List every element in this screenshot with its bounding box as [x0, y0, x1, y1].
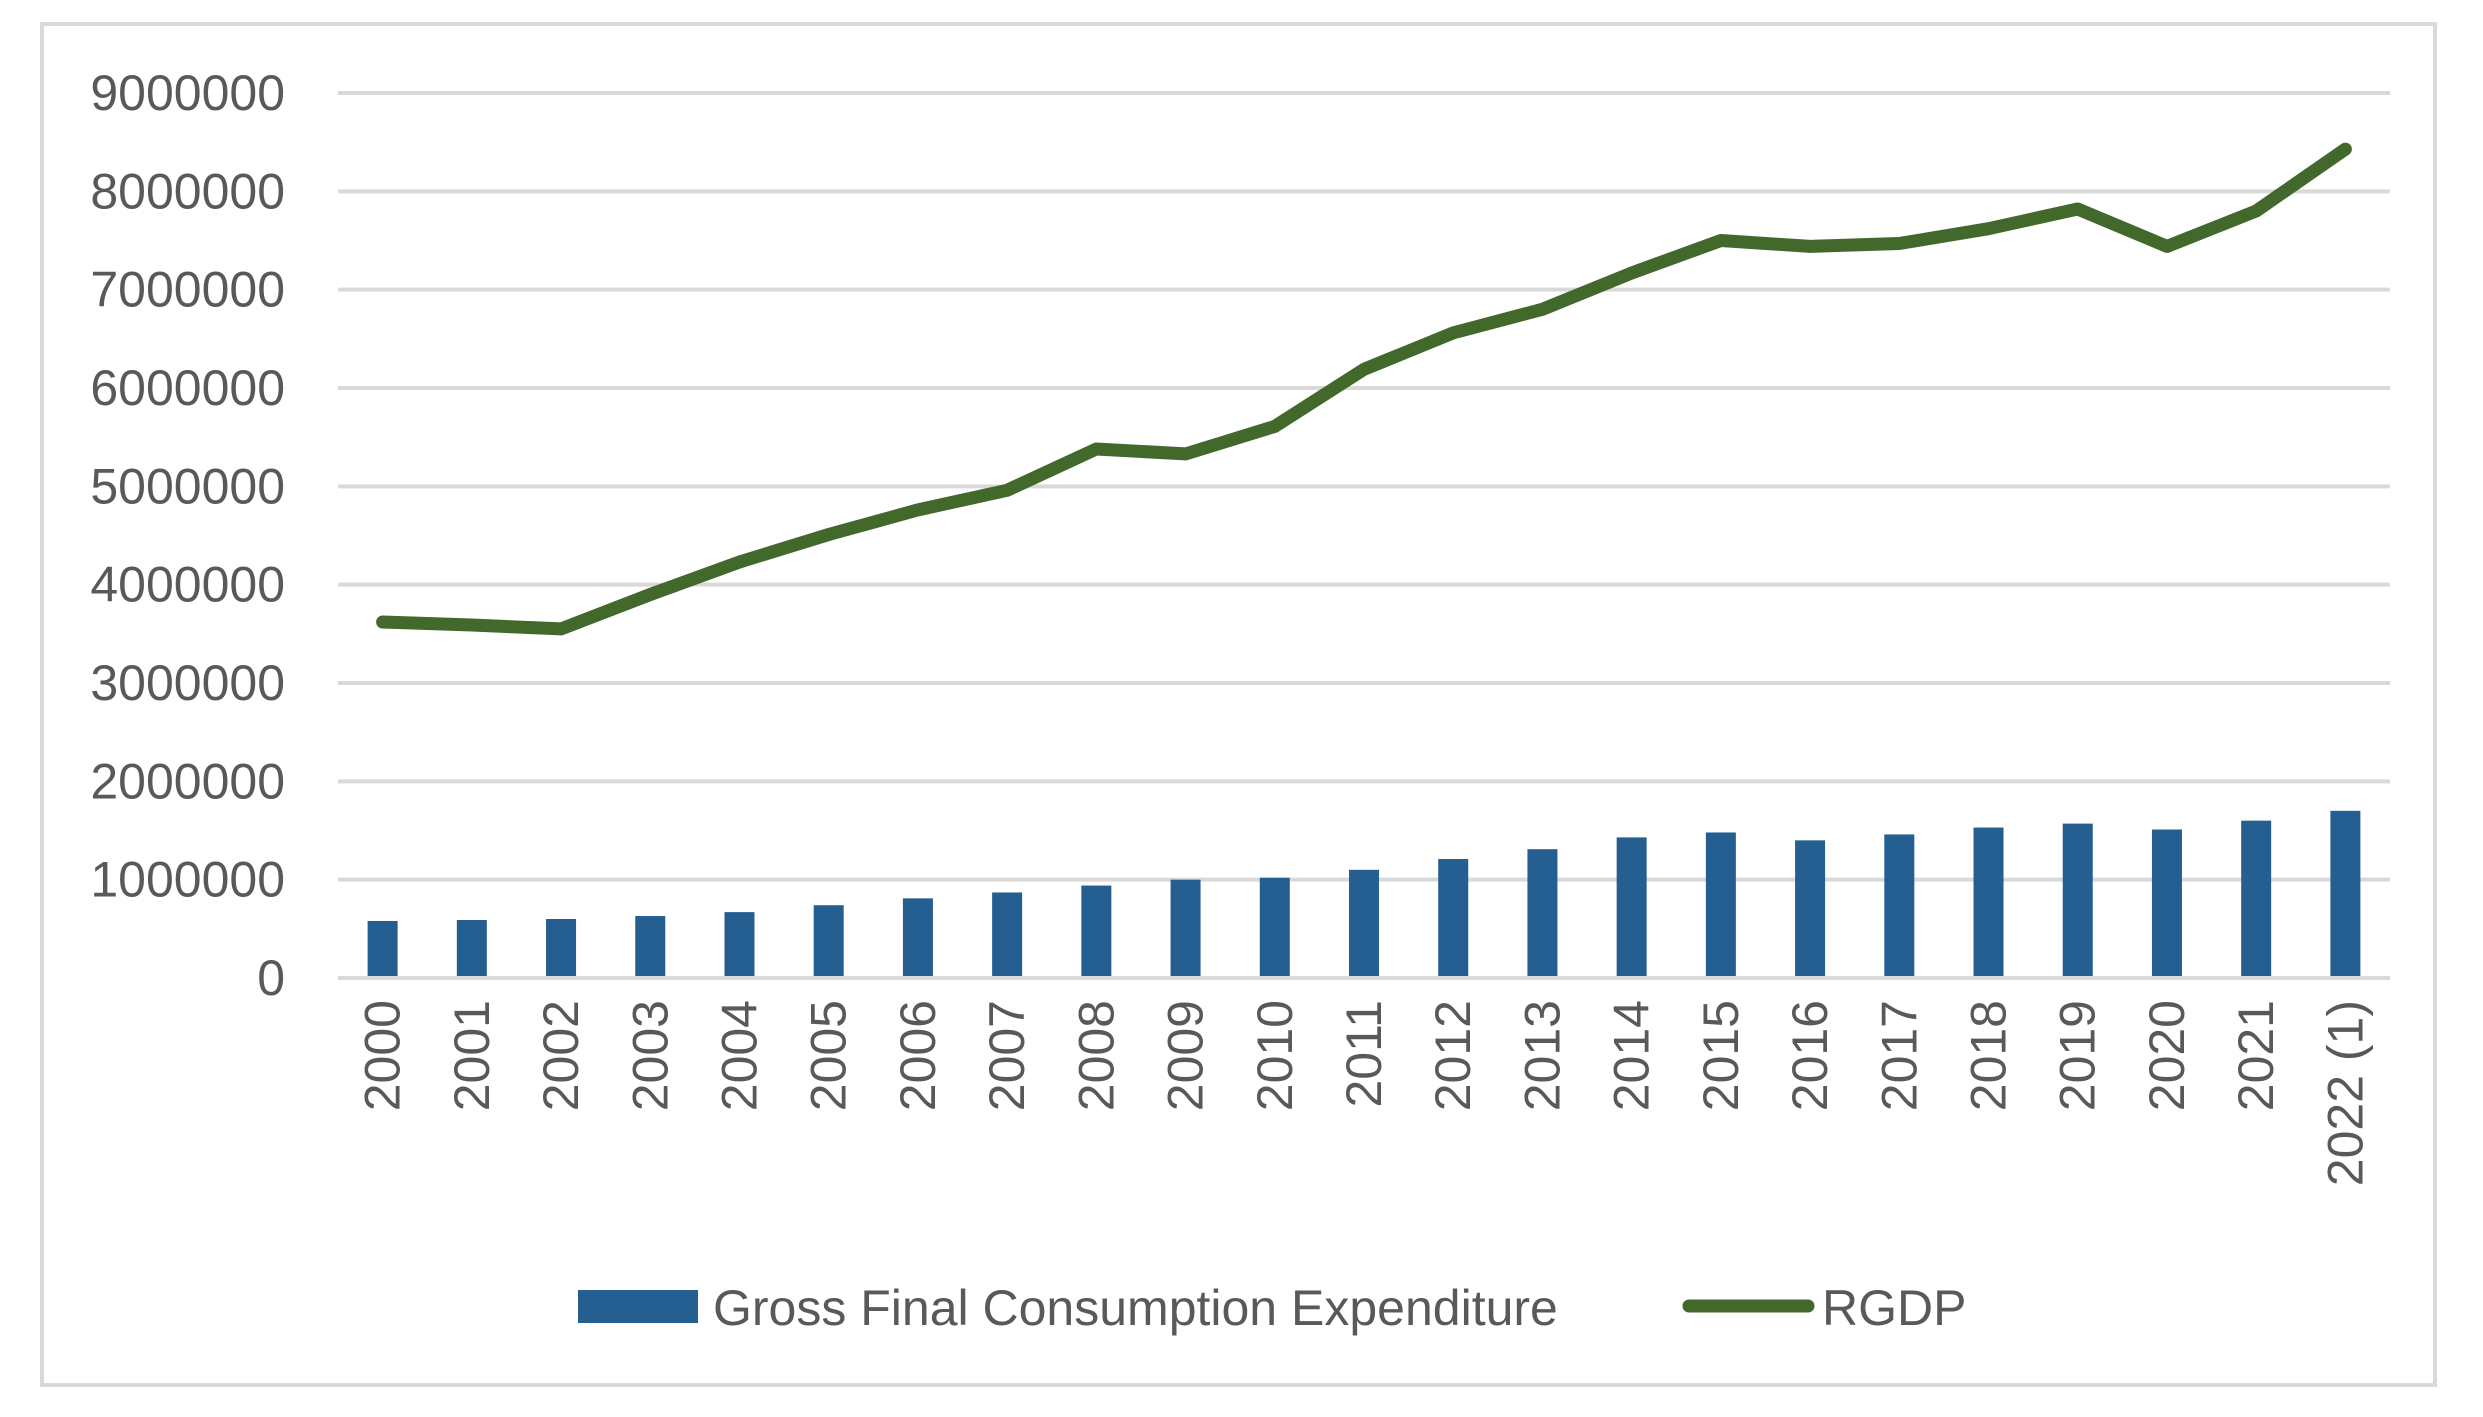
bar-gross-final-consumption-19: [2062, 823, 2093, 978]
x-tick-label: 2020: [2139, 1000, 2195, 1111]
line-series-rgdp: [376, 142, 2352, 636]
y-tick-label: 6000000: [90, 360, 285, 416]
x-tick-label: 2018: [1961, 1000, 2017, 1111]
bar-gross-final-consumption-18: [1973, 827, 2004, 978]
bar-gross-final-consumption-15: [1705, 832, 1736, 978]
x-tick-label: 2011: [1336, 1000, 1392, 1108]
y-tick-label: 1000000: [90, 852, 285, 908]
x-tick-label: 2000: [355, 1000, 411, 1111]
x-tick-label: 2001: [444, 1000, 500, 1111]
y-tick-label: 5000000: [90, 458, 285, 514]
x-tick-label: 2013: [1514, 1000, 1570, 1111]
x-tick-label: 2006: [890, 1000, 946, 1111]
y-tick-label: 9000000: [90, 65, 285, 121]
legend-label-rgdp: RGDP: [1822, 1280, 1966, 1336]
x-tick-label: 2010: [1247, 1000, 1303, 1111]
bar-gross-final-consumption-13: [1527, 849, 1558, 978]
y-tick-label: 3000000: [90, 655, 285, 711]
x-tick-label: 2009: [1158, 1000, 1214, 1111]
x-tick-label: 2019: [2050, 1000, 2106, 1111]
y-tick-label: 8000000: [90, 163, 285, 219]
bar-gross-final-consumption-20: [2151, 829, 2182, 978]
x-tick-label: 2021: [2228, 1000, 2284, 1111]
bar-gross-final-consumption-12: [1438, 859, 1469, 978]
bar-gross-final-consumption-9: [1170, 879, 1201, 978]
bar-gross-final-consumption-7: [992, 892, 1023, 978]
chart-frame: [40, 22, 2437, 1387]
bar-gross-final-consumption-3: [635, 916, 666, 978]
x-tick-label: 2003: [622, 1000, 678, 1111]
legend-label-gross-final-consumption-expenditure: Gross Final Consumption Expenditure: [713, 1280, 1558, 1336]
bar-gross-final-consumption-21: [2241, 820, 2272, 978]
bar-gross-final-consumption-0: [367, 920, 398, 978]
x-tick-label: 2007: [979, 1000, 1035, 1111]
x-tick-label: 2012: [1425, 1000, 1481, 1111]
bar-gross-final-consumption-6: [902, 898, 933, 978]
x-tick-label: 2022 (1): [2317, 1000, 2373, 1186]
y-tick-label: 0: [257, 950, 285, 1006]
bar-gross-final-consumption-8: [1081, 885, 1112, 978]
bar-gross-final-consumption-1: [456, 919, 487, 978]
x-tick-label: 2017: [1871, 1000, 1927, 1111]
rgdp-line: [376, 142, 2352, 636]
bar-series-gross-final-consumption-expenditure: [367, 810, 2361, 978]
bar-gross-final-consumption-2: [546, 919, 577, 978]
bar-gross-final-consumption-16: [1795, 840, 1826, 978]
bar-gross-final-consumption-4: [724, 912, 755, 978]
x-tick-label: 2014: [1604, 1000, 1660, 1111]
bar-gross-final-consumption-14: [1616, 837, 1647, 978]
y-tick-label: 4000000: [90, 557, 285, 613]
y-axis-tick-labels: 0 1000000 2000000 3000000 4000000 5000000 6000…: [90, 65, 285, 1006]
x-tick-label: 2008: [1068, 1000, 1124, 1111]
x-tick-label: 2016: [1782, 1000, 1838, 1111]
x-axis-tick-labels: 2000 2001 2002 2003 2004 2005 2006 2007 2008 2009…: [355, 1000, 2374, 1186]
legend: Gross Final Consumption Expenditure RGDP: [578, 1280, 1966, 1336]
x-tick-label: 2004: [711, 1000, 767, 1111]
x-tick-label: 2015: [1693, 1000, 1749, 1111]
x-tick-label: 2005: [801, 1000, 857, 1111]
bar-gross-final-consumption-17: [1884, 834, 1915, 978]
y-tick-label: 7000000: [90, 262, 285, 318]
bar-gross-final-consumption-5: [813, 905, 844, 978]
legend-swatch-gross-final-consumption-expenditure: [578, 1290, 698, 1323]
bar-gross-final-consumption-22: [2330, 810, 2361, 978]
bar-gross-final-consumption-10: [1259, 877, 1290, 978]
y-tick-label: 2000000: [90, 753, 285, 809]
x-tick-label: 2002: [533, 1000, 589, 1111]
bar-gross-final-consumption-11: [1349, 869, 1379, 978]
